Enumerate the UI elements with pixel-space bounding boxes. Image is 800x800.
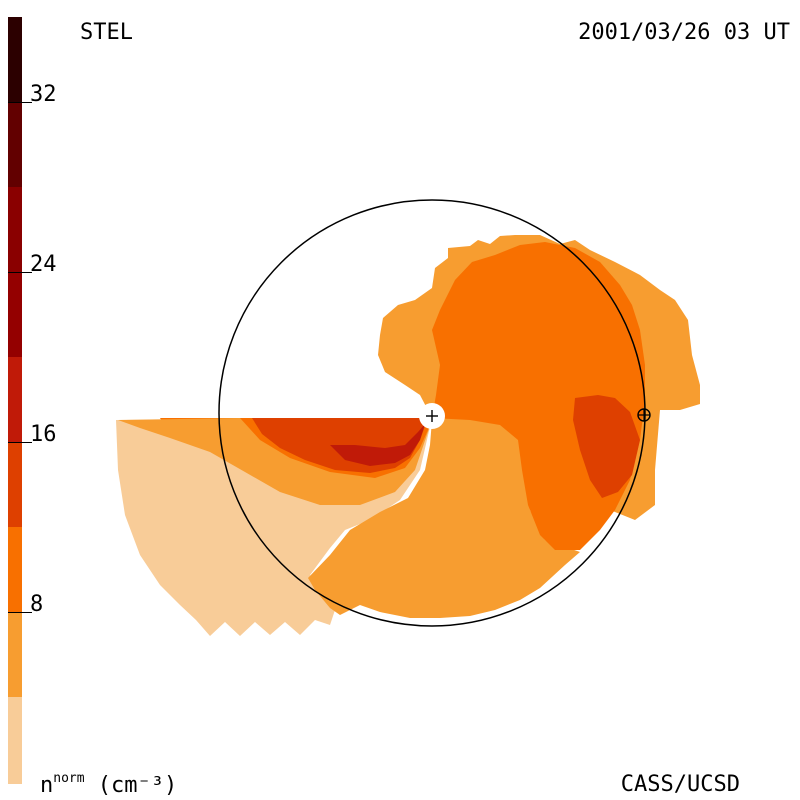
colorbar-label-8: 8 bbox=[30, 592, 44, 617]
earth-orbit-circle bbox=[218, 199, 646, 627]
timestamp-label: 2001/03/26 03 UT bbox=[578, 20, 790, 45]
density-region-level5-core bbox=[330, 424, 425, 466]
cb-vis-7 bbox=[8, 527, 22, 612]
colorbar-tick-8 bbox=[8, 612, 32, 613]
quantity-label: nnorm (cm⁻³) bbox=[40, 772, 177, 797]
colorbar-tick-16 bbox=[8, 442, 32, 443]
cb-vis-4 bbox=[8, 272, 22, 357]
cb-vis-1 bbox=[8, 17, 22, 102]
quantity-symbol: n bbox=[40, 773, 54, 798]
density-region-level4-east bbox=[573, 395, 640, 498]
quantity-units: (cm⁻³) bbox=[84, 773, 178, 798]
colorbar-label-32: 32 bbox=[30, 82, 57, 107]
colorbar-label-24: 24 bbox=[30, 252, 57, 277]
quantity-superscript: norm bbox=[53, 771, 85, 786]
colorbar-tick-32 bbox=[8, 102, 32, 103]
colorbar-label-16: 16 bbox=[30, 422, 57, 447]
cb-vis-8 bbox=[8, 612, 22, 697]
density-region-level2-south bbox=[308, 418, 580, 618]
sun-marker bbox=[419, 403, 445, 429]
cb-vis-6 bbox=[8, 442, 22, 527]
colorbar-tick-24 bbox=[8, 272, 32, 273]
cb-vis-9 bbox=[8, 697, 22, 784]
instrument-label: STEL bbox=[80, 20, 133, 45]
colorbar-visible bbox=[8, 17, 22, 784]
density-region-level2-streak bbox=[118, 418, 432, 505]
cb-vis-3 bbox=[8, 187, 22, 272]
cb-vis-2 bbox=[8, 102, 22, 187]
credit-label: CASS/UCSD bbox=[620, 772, 740, 797]
earth-marker bbox=[637, 408, 651, 422]
cb-vis-5 bbox=[8, 357, 22, 442]
density-gap-streak bbox=[116, 410, 432, 413]
